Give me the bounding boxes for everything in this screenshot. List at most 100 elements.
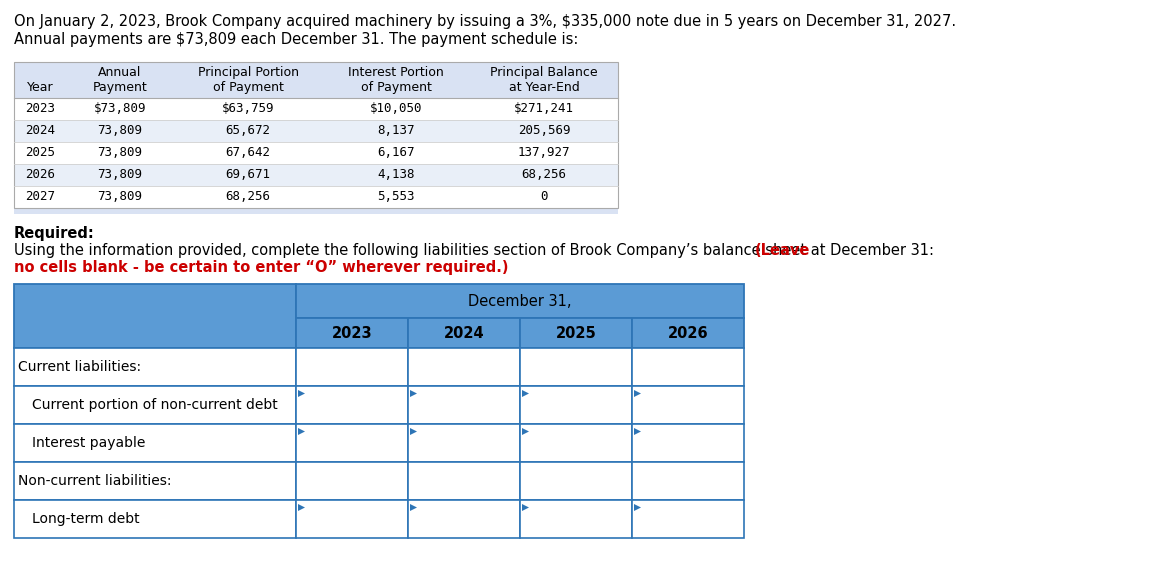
Bar (14, 142, 618, 164)
Bar (14, 208, 618, 214)
Text: Using the information provided, complete the following liabilities section of Br: Using the information provided, complete… (14, 243, 939, 258)
Text: Payment: Payment (93, 82, 147, 94)
Bar (14, 284, 296, 348)
Polygon shape (410, 390, 417, 397)
Text: 2023: 2023 (331, 325, 373, 340)
Text: 68,256: 68,256 (521, 168, 566, 181)
Bar (14, 500, 296, 538)
Polygon shape (633, 504, 642, 511)
Text: 5,553: 5,553 (378, 191, 415, 203)
Text: Non-current liabilities:: Non-current liabilities: (19, 474, 171, 488)
Text: Interest payable: Interest payable (32, 436, 146, 450)
Text: December 31,: December 31, (468, 293, 572, 308)
Polygon shape (410, 504, 417, 511)
Text: at Year-End: at Year-End (508, 82, 579, 94)
Text: 73,809: 73,809 (97, 191, 142, 203)
Text: of Payment: of Payment (360, 82, 432, 94)
Bar (632, 348, 743, 386)
Text: 67,642: 67,642 (226, 146, 271, 160)
Polygon shape (298, 390, 305, 397)
Text: $10,050: $10,050 (369, 103, 423, 115)
Text: 2027: 2027 (25, 191, 54, 203)
Bar (408, 348, 520, 386)
Text: no cells blank - be certain to enter “O” wherever required.): no cells blank - be certain to enter “O”… (14, 260, 508, 275)
Text: $73,809: $73,809 (94, 103, 146, 115)
Text: Annual payments are $73,809 each December 31. The payment schedule is:: Annual payments are $73,809 each Decembe… (14, 32, 578, 47)
Text: 4,138: 4,138 (378, 168, 415, 181)
Bar (296, 462, 408, 500)
Bar (408, 318, 520, 348)
Bar (632, 386, 743, 424)
Text: Interest Portion: Interest Portion (349, 65, 444, 79)
Polygon shape (633, 428, 642, 435)
Text: 73,809: 73,809 (97, 125, 142, 138)
Text: 68,256: 68,256 (226, 191, 271, 203)
Bar (520, 500, 632, 538)
Text: of Payment: of Payment (213, 82, 284, 94)
Bar (14, 424, 296, 462)
Text: Current liabilities:: Current liabilities: (19, 360, 141, 374)
Bar (520, 462, 632, 500)
Polygon shape (298, 428, 305, 435)
Polygon shape (522, 504, 529, 511)
Bar (520, 424, 632, 462)
Bar (296, 284, 743, 318)
Text: Long-term debt: Long-term debt (32, 512, 140, 526)
Text: Year: Year (27, 82, 53, 94)
Text: Principal Portion: Principal Portion (198, 65, 299, 79)
Text: 65,672: 65,672 (226, 125, 271, 138)
Text: 2025: 2025 (25, 146, 54, 160)
Text: 2026: 2026 (25, 168, 54, 181)
Bar (296, 424, 408, 462)
Bar (296, 386, 408, 424)
Bar (408, 424, 520, 462)
Text: 2024: 2024 (444, 325, 484, 340)
Bar (632, 462, 743, 500)
Bar (14, 348, 296, 386)
Text: $63,759: $63,759 (221, 103, 274, 115)
Bar (632, 500, 743, 538)
Text: Annual: Annual (98, 65, 141, 79)
Text: 137,927: 137,927 (518, 146, 570, 160)
Text: 8,137: 8,137 (378, 125, 415, 138)
Bar (408, 500, 520, 538)
Bar (14, 462, 296, 500)
Text: 0: 0 (541, 191, 548, 203)
Text: 6,167: 6,167 (378, 146, 415, 160)
Text: 205,569: 205,569 (518, 125, 570, 138)
Text: (Leave: (Leave (755, 243, 811, 258)
Text: 69,671: 69,671 (226, 168, 271, 181)
Bar (408, 462, 520, 500)
Bar (14, 120, 618, 142)
Bar (14, 98, 618, 120)
Text: 2025: 2025 (556, 325, 596, 340)
Polygon shape (410, 428, 417, 435)
Bar (14, 62, 618, 208)
Polygon shape (298, 504, 305, 511)
Bar (520, 318, 632, 348)
Bar (14, 62, 618, 98)
Polygon shape (522, 428, 529, 435)
Text: 2026: 2026 (668, 325, 709, 340)
Polygon shape (633, 390, 642, 397)
Polygon shape (522, 390, 529, 397)
Bar (14, 186, 618, 208)
Text: 2023: 2023 (25, 103, 54, 115)
Text: 73,809: 73,809 (97, 168, 142, 181)
Text: Principal Balance: Principal Balance (490, 65, 598, 79)
Text: 73,809: 73,809 (97, 146, 142, 160)
Bar (296, 318, 408, 348)
Bar (520, 386, 632, 424)
Bar (520, 348, 632, 386)
Bar (632, 318, 743, 348)
Text: On January 2, 2023, Brook Company acquired machinery by issuing a 3%, $335,000 n: On January 2, 2023, Brook Company acquir… (14, 14, 957, 29)
Bar (296, 348, 408, 386)
Text: Required:: Required: (14, 226, 95, 241)
Bar (14, 386, 296, 424)
Text: Current portion of non-current debt: Current portion of non-current debt (32, 398, 278, 412)
Text: 2024: 2024 (25, 125, 54, 138)
Text: $271,241: $271,241 (514, 103, 574, 115)
Bar (296, 500, 408, 538)
Bar (408, 386, 520, 424)
Bar (632, 424, 743, 462)
